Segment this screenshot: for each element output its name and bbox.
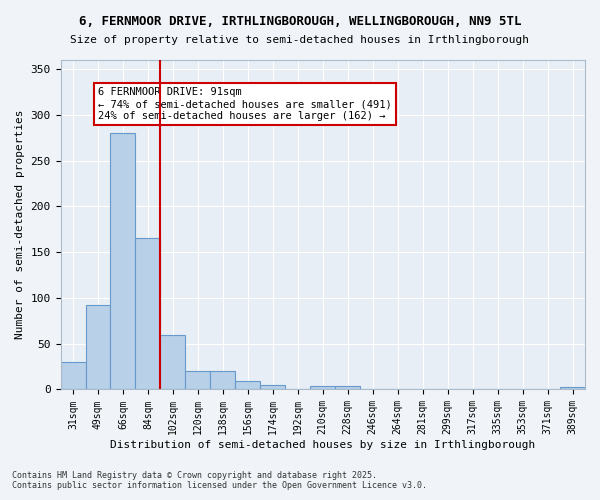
Bar — [185, 371, 211, 390]
Bar — [235, 381, 260, 390]
Bar — [211, 371, 235, 390]
Bar — [136, 238, 160, 390]
Y-axis label: Number of semi-detached properties: Number of semi-detached properties — [15, 110, 25, 340]
Text: Contains HM Land Registry data © Crown copyright and database right 2025.
Contai: Contains HM Land Registry data © Crown c… — [12, 470, 427, 490]
Bar — [160, 336, 185, 390]
X-axis label: Distribution of semi-detached houses by size in Irthlingborough: Distribution of semi-detached houses by … — [110, 440, 535, 450]
Bar — [110, 133, 136, 390]
Text: 6 FERNMOOR DRIVE: 91sqm
← 74% of semi-detached houses are smaller (491)
24% of s: 6 FERNMOOR DRIVE: 91sqm ← 74% of semi-de… — [98, 88, 392, 120]
Bar — [560, 386, 585, 390]
Bar — [86, 306, 110, 390]
Bar — [260, 385, 286, 390]
Bar — [335, 386, 360, 390]
Text: Size of property relative to semi-detached houses in Irthlingborough: Size of property relative to semi-detach… — [71, 35, 530, 45]
Text: 6, FERNMOOR DRIVE, IRTHLINGBOROUGH, WELLINGBOROUGH, NN9 5TL: 6, FERNMOOR DRIVE, IRTHLINGBOROUGH, WELL… — [79, 15, 521, 28]
Bar — [310, 386, 335, 390]
Bar — [61, 362, 86, 390]
